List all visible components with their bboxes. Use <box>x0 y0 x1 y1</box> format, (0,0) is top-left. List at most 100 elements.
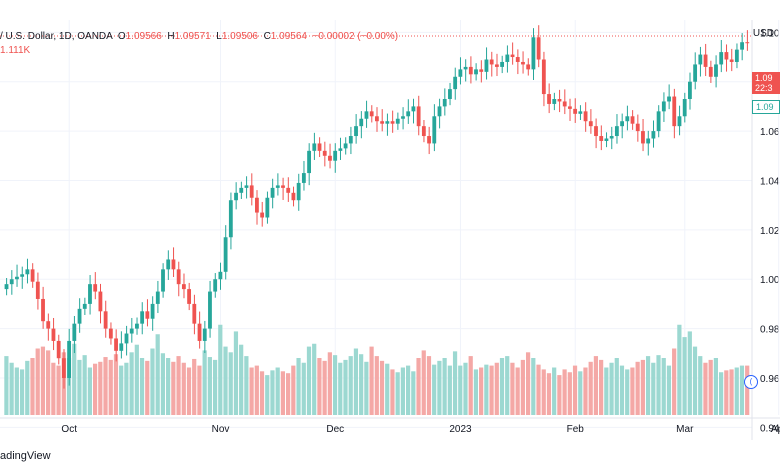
volume-bar <box>379 360 385 415</box>
candle-body <box>108 328 113 339</box>
candle-body <box>614 126 619 137</box>
volume-bar <box>739 365 745 415</box>
candle-body <box>651 131 656 139</box>
candle-body <box>630 116 635 124</box>
candle-body <box>9 279 14 285</box>
volume-bar <box>452 351 458 415</box>
candle-body <box>421 126 426 137</box>
volume-bar <box>239 344 244 415</box>
volume-bar <box>640 359 645 415</box>
candle-body <box>708 66 713 77</box>
y-tick-label: 1.06 <box>760 127 780 138</box>
candle-body <box>301 173 306 183</box>
candle-body <box>635 123 640 132</box>
low-label: L <box>216 31 222 42</box>
candle-body <box>385 121 390 124</box>
candle-body <box>599 136 604 141</box>
volume-bar <box>181 362 186 415</box>
volume-bar <box>124 362 129 415</box>
volume-bar <box>708 359 713 415</box>
x-tick-label: Apr <box>771 424 780 435</box>
candle-body <box>249 185 254 198</box>
volume-bar <box>729 369 734 415</box>
volume-bar <box>463 362 468 415</box>
volume-bar <box>593 356 599 415</box>
candle-body <box>20 274 25 277</box>
candle-body <box>369 111 374 117</box>
volume-bar <box>306 346 312 415</box>
candle-body <box>401 116 405 119</box>
volume-bar <box>265 375 270 415</box>
volume-bar <box>666 365 672 415</box>
chart-legend: / U.S. Dollar, 1D, OANDA O1.09566 H1.095… <box>0 30 398 58</box>
volume-bar <box>108 359 113 415</box>
volume-bar <box>619 365 625 415</box>
candle-body <box>541 59 546 95</box>
candle-body <box>72 323 77 341</box>
candle-body <box>729 59 734 62</box>
candle-body <box>255 197 259 213</box>
candle-body <box>448 89 452 99</box>
x-tick-label: Nov <box>212 424 230 435</box>
candle-body <box>338 148 343 151</box>
candle-body <box>114 338 118 351</box>
volume-bar <box>317 358 322 415</box>
candle-body <box>687 81 692 99</box>
volume-bar <box>505 356 510 415</box>
volume-bar <box>651 362 656 415</box>
volume-bar <box>82 355 87 415</box>
candle-body <box>265 197 270 218</box>
volume-bar <box>186 367 192 415</box>
candle-body <box>88 284 92 304</box>
volume-bar <box>682 337 687 415</box>
volume-bar <box>687 331 692 415</box>
candle-body <box>395 118 400 124</box>
volume-bar <box>583 367 588 415</box>
candle-body <box>416 106 421 127</box>
candle-body <box>343 143 348 149</box>
candle-body <box>244 185 249 188</box>
volume-bar <box>150 348 155 415</box>
volume-indicator-icon[interactable]: ( <box>744 375 758 389</box>
volume-bar <box>197 365 202 415</box>
volume-bar <box>249 367 254 415</box>
candle-body <box>286 187 291 193</box>
volume-bar <box>291 365 296 415</box>
candle-body <box>187 289 192 304</box>
prev-price-tag: 1.09 <box>752 100 780 114</box>
volume-bar <box>635 361 640 415</box>
volume-bar <box>546 373 552 415</box>
candle-body <box>181 284 186 290</box>
volume-bar <box>160 353 166 415</box>
volume-bar <box>604 367 609 415</box>
volume-bar <box>484 364 489 415</box>
y-tick-label: 1.04 <box>760 176 780 187</box>
volume-bar <box>338 362 343 415</box>
candle-body <box>197 323 202 341</box>
volume-bar <box>661 358 666 415</box>
candle-body <box>745 42 750 44</box>
volume-bar <box>312 343 317 415</box>
volume-bar <box>77 359 82 415</box>
candle-body <box>291 192 296 201</box>
candle-body <box>348 136 353 144</box>
candle-body <box>239 187 244 193</box>
candle-body <box>103 311 108 329</box>
candle-body <box>474 69 478 75</box>
volume-bar <box>139 358 145 415</box>
candle-body <box>463 66 468 70</box>
currency-label[interactable]: USD <box>752 28 774 39</box>
candle-body <box>526 64 531 70</box>
volume-bar <box>421 350 426 415</box>
volume-bar <box>322 360 327 415</box>
candle-body <box>135 323 139 329</box>
volume-bar <box>588 361 593 415</box>
volume-bar <box>531 358 536 415</box>
candle-body <box>4 284 9 290</box>
candle-body <box>411 106 416 112</box>
volume-bar <box>113 354 119 415</box>
candle-body <box>568 106 572 109</box>
candle-body <box>82 303 87 309</box>
